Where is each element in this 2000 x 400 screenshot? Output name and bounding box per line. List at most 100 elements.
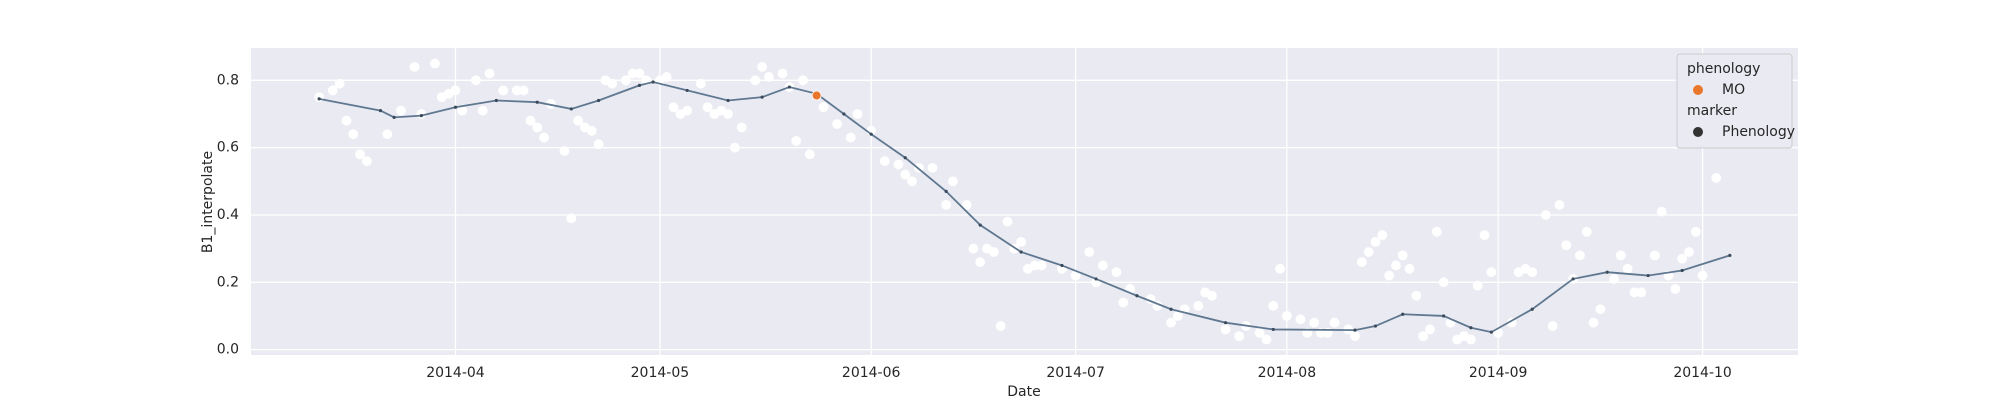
data-point xyxy=(1684,247,1694,257)
line-vertex xyxy=(726,98,730,103)
line-vertex xyxy=(787,85,791,89)
data-point xyxy=(988,247,999,257)
data-point xyxy=(484,68,495,79)
legend-marker xyxy=(1693,85,1703,95)
data-point xyxy=(1350,331,1360,342)
data-point xyxy=(1615,250,1626,261)
data-point xyxy=(409,61,420,72)
data-point xyxy=(1575,250,1585,261)
data-point xyxy=(900,169,911,180)
data-point xyxy=(852,109,863,119)
data-point xyxy=(498,85,509,96)
data-point xyxy=(1295,314,1306,325)
data-point xyxy=(791,136,802,146)
data-point xyxy=(961,199,972,210)
data-point xyxy=(566,213,577,224)
line-vertex xyxy=(842,112,846,116)
line-vertex xyxy=(869,132,873,136)
data-point xyxy=(586,125,597,136)
data-point xyxy=(818,102,829,113)
data-point xyxy=(1636,287,1647,298)
data-point xyxy=(1690,226,1701,237)
line-vertex xyxy=(1353,328,1357,332)
y-tick-label: 0.0 xyxy=(217,342,239,358)
line-vertex xyxy=(1271,327,1275,332)
data-point xyxy=(1622,263,1633,274)
data-point xyxy=(1384,270,1395,281)
data-point xyxy=(1002,216,1013,227)
line-vertex xyxy=(1605,270,1609,274)
data-point xyxy=(1356,257,1367,267)
data-point xyxy=(804,149,815,160)
data-point xyxy=(1670,284,1681,294)
data-point xyxy=(1084,247,1095,257)
data-point xyxy=(470,75,481,86)
data-point xyxy=(941,199,952,210)
data-point xyxy=(948,176,958,187)
line-vertex xyxy=(494,98,498,103)
data-point xyxy=(1397,250,1408,261)
line-vertex xyxy=(535,100,539,104)
line-vertex xyxy=(903,156,907,160)
x-tick-label: 2014-07 xyxy=(1046,365,1105,381)
line-vertex xyxy=(1680,268,1684,273)
line-vertex xyxy=(1401,312,1405,316)
y-tick-label: 0.6 xyxy=(217,140,239,156)
line-vertex xyxy=(1019,250,1023,254)
data-point xyxy=(450,85,461,96)
data-point xyxy=(1554,199,1565,210)
data-point xyxy=(1527,267,1538,278)
line-vertex xyxy=(1373,324,1378,328)
data-point xyxy=(1234,331,1245,342)
data-point xyxy=(1479,230,1490,241)
y-axis-label: B1_interpolate xyxy=(200,151,216,253)
data-point xyxy=(382,129,393,140)
x-tick-label: 2014-08 xyxy=(1258,365,1317,381)
data-point xyxy=(1281,311,1292,321)
data-point xyxy=(1363,247,1374,257)
data-point xyxy=(968,243,979,254)
data-point xyxy=(1172,311,1183,321)
x-tick-label: 2014-06 xyxy=(842,365,901,381)
data-point xyxy=(1329,317,1340,328)
data-point xyxy=(1097,260,1108,271)
data-point xyxy=(729,142,740,153)
data-point xyxy=(845,132,856,143)
line-vertex xyxy=(596,98,601,103)
data-point xyxy=(430,58,440,69)
data-point xyxy=(1193,300,1204,311)
data-point xyxy=(1540,210,1551,220)
data-point xyxy=(518,85,529,96)
line-vertex xyxy=(685,88,689,93)
data-point xyxy=(559,146,570,156)
data-point xyxy=(593,139,604,150)
line-vertex xyxy=(1442,314,1446,318)
data-point xyxy=(907,176,917,187)
plot-area xyxy=(251,48,1798,355)
data-point xyxy=(661,72,672,82)
data-point xyxy=(1254,327,1265,338)
data-point xyxy=(879,156,890,167)
y-tick-label: 0.2 xyxy=(217,274,239,290)
legend-title: phenology xyxy=(1687,61,1760,77)
legend-title: marker xyxy=(1687,103,1737,119)
data-point xyxy=(1425,324,1435,335)
data-point xyxy=(736,122,747,133)
data-point xyxy=(1166,317,1176,328)
line-vertex xyxy=(1060,263,1064,268)
line-vertex xyxy=(378,109,383,113)
line-vertex xyxy=(1646,273,1650,278)
data-point xyxy=(777,68,788,79)
data-point xyxy=(927,162,938,173)
data-point xyxy=(620,75,631,86)
data-point xyxy=(532,122,543,133)
data-point xyxy=(1697,270,1708,281)
data-point xyxy=(1649,250,1660,261)
line-vertex xyxy=(453,105,458,109)
line-vertex xyxy=(944,189,948,194)
line-vertex xyxy=(1469,326,1473,330)
data-point xyxy=(668,102,679,113)
data-point xyxy=(1595,304,1606,315)
data-point xyxy=(525,115,536,126)
